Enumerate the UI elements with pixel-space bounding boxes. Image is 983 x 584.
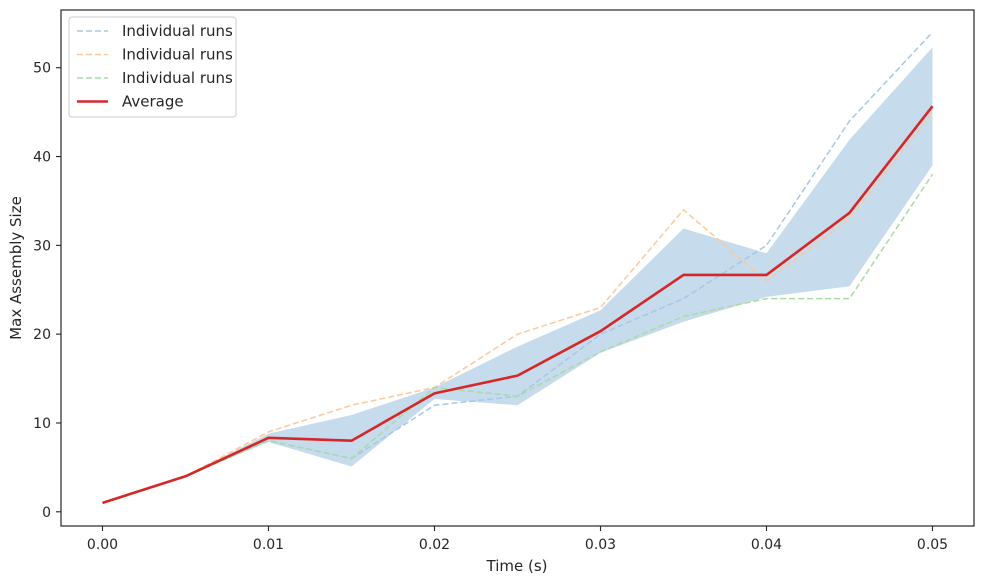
x-axis-title: Time (s) — [486, 557, 548, 575]
x-tick-label: 0.01 — [253, 537, 284, 553]
x-tick-label: 0.03 — [585, 537, 616, 553]
x-tick-label: 0.05 — [917, 537, 948, 553]
x-tick-label: 0.02 — [419, 537, 450, 553]
legend: Individual runs Individual runs Individual… — [68, 16, 237, 118]
legend-label: Average — [122, 93, 184, 111]
series-layer — [102, 31, 934, 505]
legend-label: Individual runs — [122, 46, 233, 64]
legend-label: Individual runs — [122, 22, 233, 40]
individual-run-line-3 — [102, 173, 934, 504]
y-tick-label: 20 — [33, 327, 51, 343]
y-axis-title: Max Assembly Size — [7, 196, 25, 340]
y-axis: 0 10 20 30 40 50 — [33, 61, 61, 521]
average-line — [102, 105, 934, 505]
y-tick-label: 50 — [33, 61, 51, 77]
x-tick-label: 0.04 — [751, 537, 782, 553]
y-tick-label: 10 — [33, 416, 51, 432]
y-tick-label: 40 — [33, 150, 51, 166]
legend-label: Individual runs — [122, 69, 233, 87]
x-axis: 0.00 0.01 0.02 0.03 0.04 0.05 — [87, 526, 948, 553]
y-tick-label: 0 — [42, 505, 51, 521]
x-tick-label: 0.00 — [87, 537, 118, 553]
y-tick-label: 30 — [33, 238, 51, 254]
individual-run-line-2 — [102, 111, 934, 504]
legend-box — [68, 16, 237, 118]
plot-frame — [60, 9, 975, 527]
